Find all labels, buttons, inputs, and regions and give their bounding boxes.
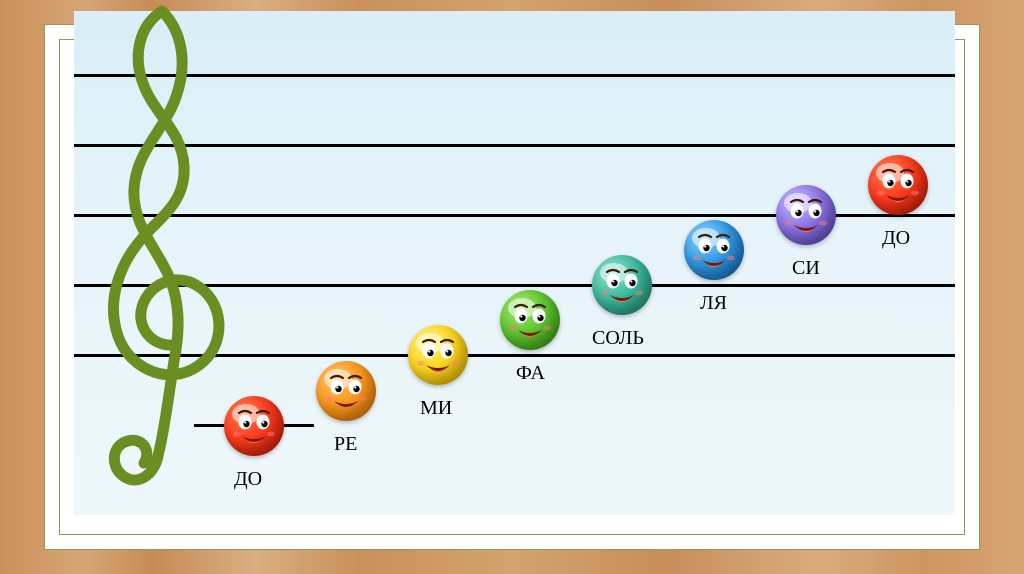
note-label-2: МИ — [420, 397, 452, 420]
staff-card: ДО РЕ — [74, 11, 955, 515]
note-label-1: РЕ — [334, 433, 357, 456]
note-ball-1 — [316, 361, 376, 421]
treble-clef-icon — [84, 1, 234, 491]
note-ball-6 — [776, 185, 836, 245]
note-label-7: ДО — [882, 227, 910, 250]
note-label-3: ФА — [516, 362, 545, 385]
note-ball-7 — [868, 155, 928, 215]
note-ball-0 — [224, 396, 284, 456]
note-ball-4 — [592, 255, 652, 315]
note-label-0: ДО — [234, 468, 262, 491]
note-ball-2 — [408, 325, 468, 385]
note-label-4: СОЛЬ — [592, 327, 644, 350]
note-ball-3 — [500, 290, 560, 350]
note-label-6: СИ — [792, 257, 820, 280]
note-label-5: ЛЯ — [700, 292, 727, 315]
note-ball-5 — [684, 220, 744, 280]
